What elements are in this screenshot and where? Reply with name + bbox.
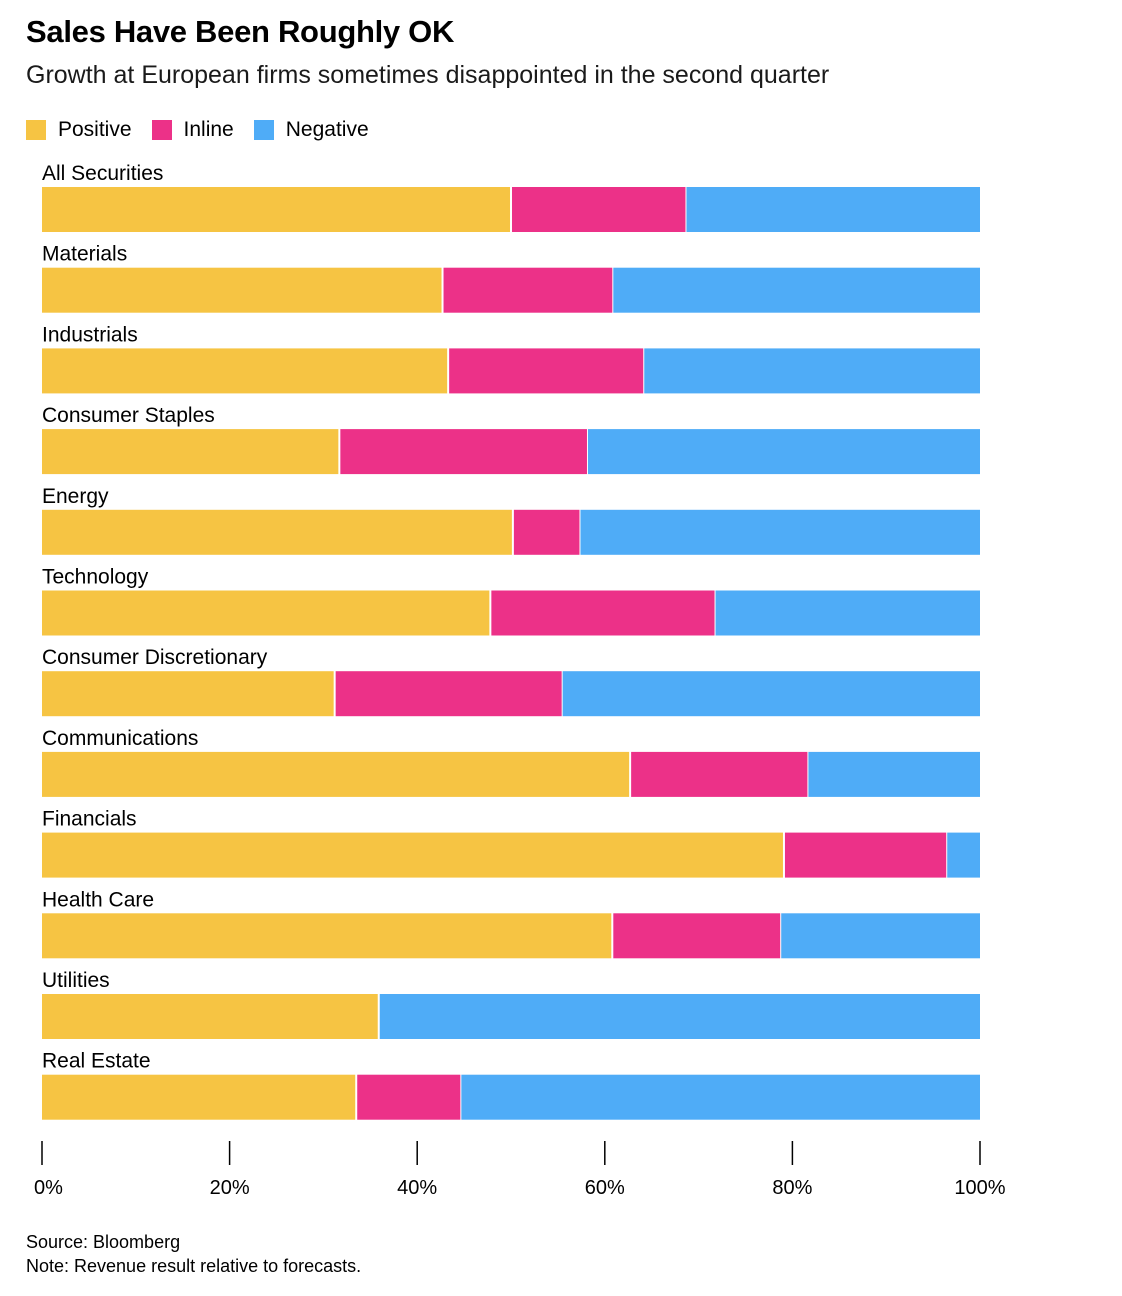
- category-label-financials: Financials: [42, 808, 137, 831]
- bar-consumer-staples-inline: [340, 429, 587, 475]
- footnote: Note: Revenue result relative to forecas…: [26, 1256, 362, 1276]
- bar-technology-negative: [715, 590, 980, 636]
- bar-health-care-negative: [781, 913, 980, 959]
- bar-industrials-negative: [644, 348, 980, 394]
- bar-energy-positive: [42, 509, 512, 555]
- x-tick-label-20: 20%: [210, 1177, 250, 1199]
- legend-swatch-positive: [26, 120, 46, 140]
- bar-industrials-positive: [42, 348, 448, 394]
- legend-item-positive: Positive: [26, 118, 132, 142]
- chart-subtitle: Growth at European firms sometimes disap…: [26, 61, 830, 89]
- bar-consumer-staples-positive: [42, 429, 339, 475]
- bars-layer: All Securities Materials Industrials Consum…: [42, 162, 981, 1120]
- x-axis: 0% 20% 40% 60% 80% 100%: [34, 1141, 1006, 1199]
- bar-health-care-inline: [613, 913, 781, 959]
- chart-title: Sales Have Been Roughly OK: [26, 14, 455, 49]
- bar-health-care-positive: [42, 913, 612, 959]
- bar-materials-inline: [443, 267, 613, 313]
- bar-real-estate-positive: [42, 1074, 356, 1120]
- bar-all-securities-negative: [686, 187, 980, 232]
- category-label-communications: Communications: [42, 727, 198, 750]
- bar-all-securities-positive: [42, 187, 510, 232]
- bar-real-estate-inline: [357, 1074, 461, 1120]
- bar-consumer-discretionary-positive: [42, 671, 334, 717]
- category-label-materials: Materials: [42, 243, 127, 266]
- bar-financials-negative: [947, 832, 980, 878]
- x-tick-label-40: 40%: [397, 1177, 437, 1199]
- x-tick-label-100: 100%: [954, 1177, 1005, 1199]
- bar-financials-inline: [784, 832, 947, 878]
- bar-consumer-discretionary-negative: [562, 671, 980, 717]
- bar-utilities-positive: [42, 994, 378, 1039]
- bar-industrials-inline: [449, 348, 644, 394]
- bar-consumer-staples-negative: [587, 429, 980, 475]
- category-label-consumer-discretionary: Consumer Discretionary: [42, 646, 268, 669]
- x-tick-label-60: 60%: [585, 1177, 625, 1199]
- bar-communications-inline: [631, 751, 808, 797]
- legend-swatch-negative: [253, 120, 274, 140]
- legend-item-negative: Negative: [253, 118, 369, 142]
- bar-real-estate-negative: [461, 1074, 981, 1120]
- legend-label-positive: Positive: [58, 118, 132, 141]
- x-tick-label-80: 80%: [772, 1177, 812, 1199]
- x-tick-label-0: 0%: [34, 1177, 63, 1199]
- bar-energy-negative: [580, 509, 980, 555]
- bar-all-securities-inline: [512, 187, 686, 232]
- legend-swatch-inline: [151, 120, 172, 140]
- category-label-industrials: Industrials: [42, 323, 138, 346]
- bar-energy-inline: [513, 509, 580, 555]
- stacked-bar-chart: All Securities Materials Industrials Consum…: [34, 162, 1006, 1199]
- legend-label-negative: Negative: [285, 118, 369, 141]
- category-label-technology: Technology: [42, 566, 149, 589]
- bar-financials-positive: [42, 832, 783, 878]
- footer: Source: Bloomberg Note: Revenue result r…: [26, 1230, 361, 1278]
- bar-communications-positive: [42, 751, 630, 797]
- bar-technology-inline: [491, 590, 715, 636]
- bar-communications-negative: [808, 751, 980, 797]
- bar-consumer-discretionary-inline: [335, 671, 562, 717]
- category-label-consumer-staples: Consumer Staples: [42, 404, 215, 427]
- bar-utilities-negative: [379, 994, 980, 1039]
- bar-technology-positive: [42, 590, 490, 636]
- category-label-all-securities: All Securities: [42, 162, 163, 185]
- category-label-utilities: Utilities: [42, 969, 110, 992]
- legend-label-inline: Inline: [183, 118, 234, 141]
- bar-materials-positive: [42, 267, 442, 313]
- legend: Positive Inline Negative: [26, 117, 389, 143]
- category-label-health-care: Health Care: [42, 888, 154, 911]
- legend-item-inline: Inline: [151, 118, 234, 142]
- bar-materials-negative: [613, 267, 980, 313]
- category-label-energy: Energy: [42, 485, 109, 508]
- category-label-real-estate: Real Estate: [42, 1050, 151, 1073]
- source-note: Source: Bloomberg: [26, 1232, 181, 1252]
